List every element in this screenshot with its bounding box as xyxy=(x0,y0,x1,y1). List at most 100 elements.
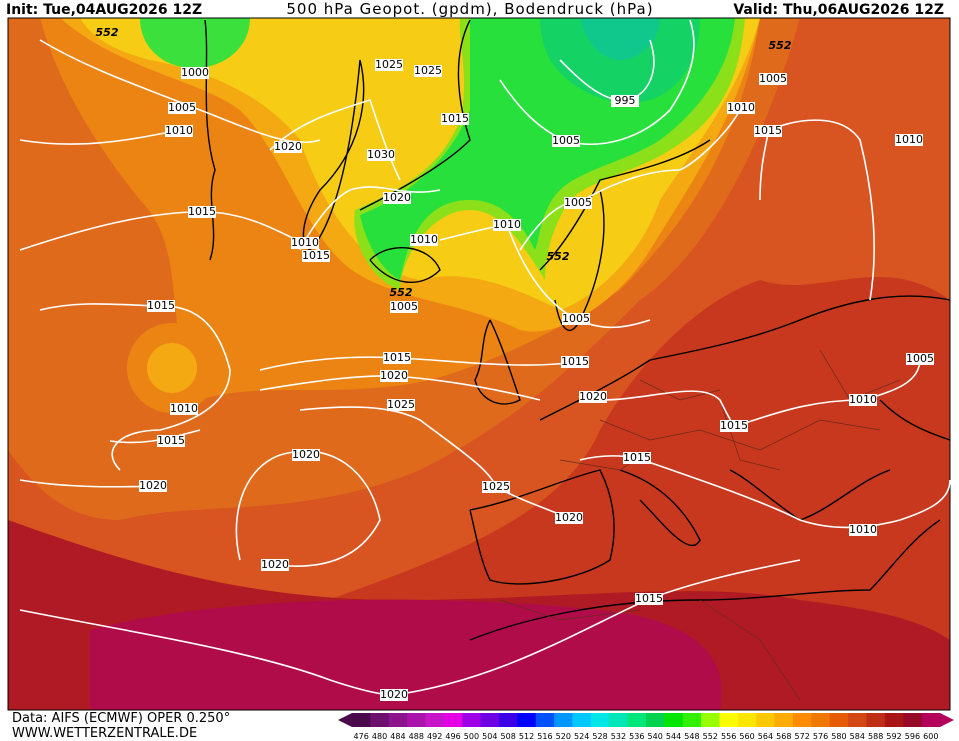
label-box xyxy=(611,95,639,107)
pressure-label: 1030 xyxy=(367,148,395,161)
label-box xyxy=(635,593,663,605)
pressure-label: 1015 xyxy=(635,592,663,605)
geopotential-label: 552 xyxy=(96,26,119,39)
pressure-label: 1005 xyxy=(906,352,934,365)
pressure-label: 1010 xyxy=(895,133,923,146)
label-box xyxy=(157,435,185,447)
colorbar-label: 520 xyxy=(556,732,571,741)
label-box xyxy=(302,250,330,262)
isobar-labels: 552 1000 1005 1010 1020 1025 1025 1015 1030 1020 1… xyxy=(96,26,934,701)
label-box xyxy=(849,394,877,406)
colorbar-swatch xyxy=(517,713,537,727)
label-box xyxy=(375,59,403,71)
label-box xyxy=(906,353,934,365)
colorbar-label: 480 xyxy=(372,732,387,741)
colorbar-swatch xyxy=(407,713,426,727)
colorbar-label: 556 xyxy=(721,732,736,741)
pressure-label: 1010 xyxy=(165,124,193,137)
label-box xyxy=(139,480,167,492)
pressure-label: 1020 xyxy=(274,140,302,153)
label-box xyxy=(292,449,320,461)
colorbar-label: 496 xyxy=(445,732,460,741)
pressure-label: 1010 xyxy=(849,393,877,406)
label-box xyxy=(482,481,510,493)
colorbar-label: 572 xyxy=(795,732,810,741)
colorbar-swatch xyxy=(884,713,904,727)
pressure-label: 1005 xyxy=(562,312,590,325)
colorbar-label: 532 xyxy=(611,732,626,741)
colorbar-swatch xyxy=(590,713,610,727)
pressure-label: 1010 xyxy=(849,523,877,536)
pressure-label: 1025 xyxy=(387,398,415,411)
label-box xyxy=(261,559,289,571)
colorbar-label: 508 xyxy=(501,732,516,741)
label-box xyxy=(562,313,590,325)
pressure-label: 1005 xyxy=(168,101,196,114)
colorbar-swatch xyxy=(701,713,720,727)
pressure-label: 1005 xyxy=(564,196,592,209)
geopotential-label: 552 xyxy=(390,286,413,299)
label-box xyxy=(380,370,408,382)
label-box xyxy=(383,352,411,364)
label-box xyxy=(555,512,583,524)
label-box xyxy=(727,102,755,114)
pressure-label: 1025 xyxy=(482,480,510,493)
label-box xyxy=(188,206,216,218)
pressure-label: 1020 xyxy=(380,688,408,701)
colorbar-swatch xyxy=(921,713,941,727)
colorbar-label: 504 xyxy=(482,732,497,741)
colorbar-label: 576 xyxy=(813,732,828,741)
colorbar-swatch xyxy=(829,713,849,727)
colorbar-arrow xyxy=(338,713,352,727)
colorbar-label: 584 xyxy=(850,732,865,741)
colorbar-label: 492 xyxy=(427,732,442,741)
pressure-label: 1015 xyxy=(147,299,175,312)
pressure-label: 1020 xyxy=(139,479,167,492)
colorbar-swatch xyxy=(627,713,647,727)
website: WWW.WETTERZENTRALE.DE xyxy=(12,726,197,741)
colorbar-swatch xyxy=(774,713,794,727)
pressure-label: 1015 xyxy=(754,124,782,137)
label-box xyxy=(380,689,408,701)
colorbar-swatch xyxy=(719,713,739,727)
pressure-label: 1020 xyxy=(380,369,408,382)
colorbar-swatch xyxy=(535,713,555,727)
pressure-label: 1005 xyxy=(390,300,418,313)
colorbar-label: 476 xyxy=(354,732,369,741)
colorbar-label: 500 xyxy=(464,732,479,741)
pressure-label: 1015 xyxy=(720,419,748,432)
label-box xyxy=(561,356,589,368)
colorbar-label: 592 xyxy=(886,732,901,741)
label-box xyxy=(291,237,319,249)
pressure-label: 1020 xyxy=(555,511,583,524)
colorbar-swatch xyxy=(664,713,684,727)
geopotential-label: 552 xyxy=(547,250,570,263)
label-box xyxy=(849,524,877,536)
label-box xyxy=(168,102,196,114)
pressure-label: 1015 xyxy=(623,451,651,464)
pressure-label: 1010 xyxy=(410,233,438,246)
pressure-label: 1015 xyxy=(302,249,330,262)
label-box xyxy=(147,300,175,312)
label-box xyxy=(165,125,193,137)
label-box xyxy=(759,73,787,85)
pressure-label: 1010 xyxy=(170,402,198,415)
colorbar-label: 484 xyxy=(390,732,405,741)
geopotential-label: 552 xyxy=(769,39,792,52)
pressure-label: 1005 xyxy=(552,134,580,147)
colorbar-label: 600 xyxy=(923,732,938,741)
colorbar-swatch xyxy=(866,713,886,727)
colorbar-swatch xyxy=(793,713,812,727)
colorbar-swatch xyxy=(352,713,371,727)
data-source: Data: AIFS (ECMWF) OPER 0.250° xyxy=(12,711,230,726)
pressure-label: 1015 xyxy=(441,112,469,125)
pressure-label: 1000 xyxy=(181,66,209,79)
colorbar-swatch xyxy=(462,713,482,727)
pressure-label: 1010 xyxy=(493,218,521,231)
colorbar-swatch xyxy=(370,713,390,727)
pressure-label: 1010 xyxy=(727,101,755,114)
pressure-label: 1015 xyxy=(561,355,589,368)
label-box xyxy=(441,113,469,125)
pressure-label: 1010 xyxy=(291,236,319,249)
